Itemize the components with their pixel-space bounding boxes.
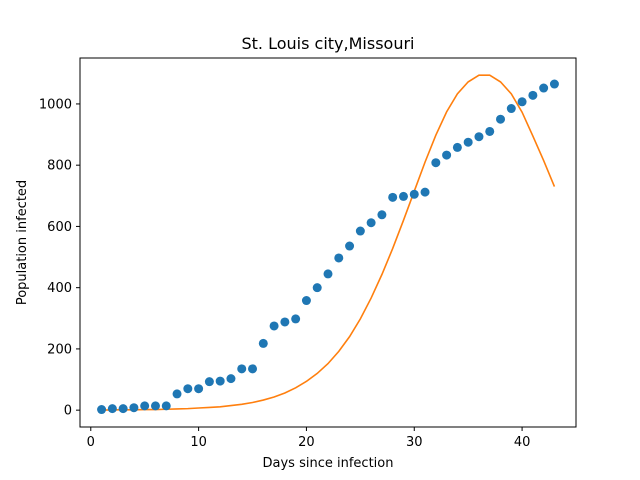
y-tick-label: 200 <box>47 342 72 357</box>
data-point <box>312 283 322 293</box>
x-tick-label: 30 <box>406 435 423 450</box>
y-axis-label: Population infected <box>15 180 30 305</box>
data-point <box>398 191 408 201</box>
data-point <box>474 132 484 142</box>
data-point <box>172 389 182 399</box>
data-point <box>258 338 268 348</box>
data-point <box>291 314 301 324</box>
data-point <box>506 104 516 114</box>
fit-line <box>101 74 556 411</box>
data-point <box>161 401 171 411</box>
y-tick-label: 400 <box>47 281 72 296</box>
y-tick-label: 0 <box>64 404 72 419</box>
data-point <box>150 401 160 411</box>
x-axis-label: Days since infection <box>263 456 394 471</box>
data-point <box>388 192 398 202</box>
data-point <box>355 226 365 236</box>
data-point <box>539 83 549 93</box>
data-point <box>140 401 150 411</box>
data-point <box>215 376 225 386</box>
data-point <box>194 384 204 394</box>
data-point <box>377 210 387 220</box>
plot-frame <box>79 57 577 428</box>
data-point <box>334 253 344 263</box>
data-point <box>107 404 117 414</box>
data-point <box>517 97 527 107</box>
data-point <box>183 384 193 394</box>
y-tick-label: 1000 <box>39 97 72 112</box>
data-point <box>97 405 107 415</box>
data-point <box>431 158 441 168</box>
chart-title: St. Louis city,Missouri <box>242 34 415 53</box>
data-point <box>528 90 538 100</box>
data-point <box>204 377 214 387</box>
data-point <box>366 218 376 228</box>
data-point <box>118 404 128 414</box>
data-point <box>549 79 559 89</box>
data-point <box>280 317 290 327</box>
data-point <box>452 142 462 152</box>
x-tick-label: 40 <box>514 435 531 450</box>
x-tick-label: 10 <box>190 435 207 450</box>
data-point <box>129 403 139 413</box>
data-point <box>496 114 506 124</box>
data-point <box>420 187 430 197</box>
data-point <box>485 126 495 136</box>
y-tick-label: 800 <box>47 159 72 174</box>
data-point <box>301 296 311 306</box>
x-tick-label: 20 <box>298 435 315 450</box>
y-tick-label: 600 <box>47 220 72 235</box>
data-point <box>463 137 473 147</box>
y-axis-ticks: 0 200 400 600 800 1000 <box>39 97 80 419</box>
chart-marks <box>97 74 559 415</box>
x-tick-label: 0 <box>87 435 95 450</box>
data-point <box>442 150 452 160</box>
data-point <box>237 364 247 374</box>
data-point <box>269 321 279 331</box>
data-point <box>323 269 333 279</box>
data-point <box>409 189 419 199</box>
data-point <box>248 364 258 374</box>
data-point <box>226 374 236 384</box>
x-axis-ticks: 0 10 20 30 40 <box>87 427 531 450</box>
data-point <box>345 241 355 251</box>
